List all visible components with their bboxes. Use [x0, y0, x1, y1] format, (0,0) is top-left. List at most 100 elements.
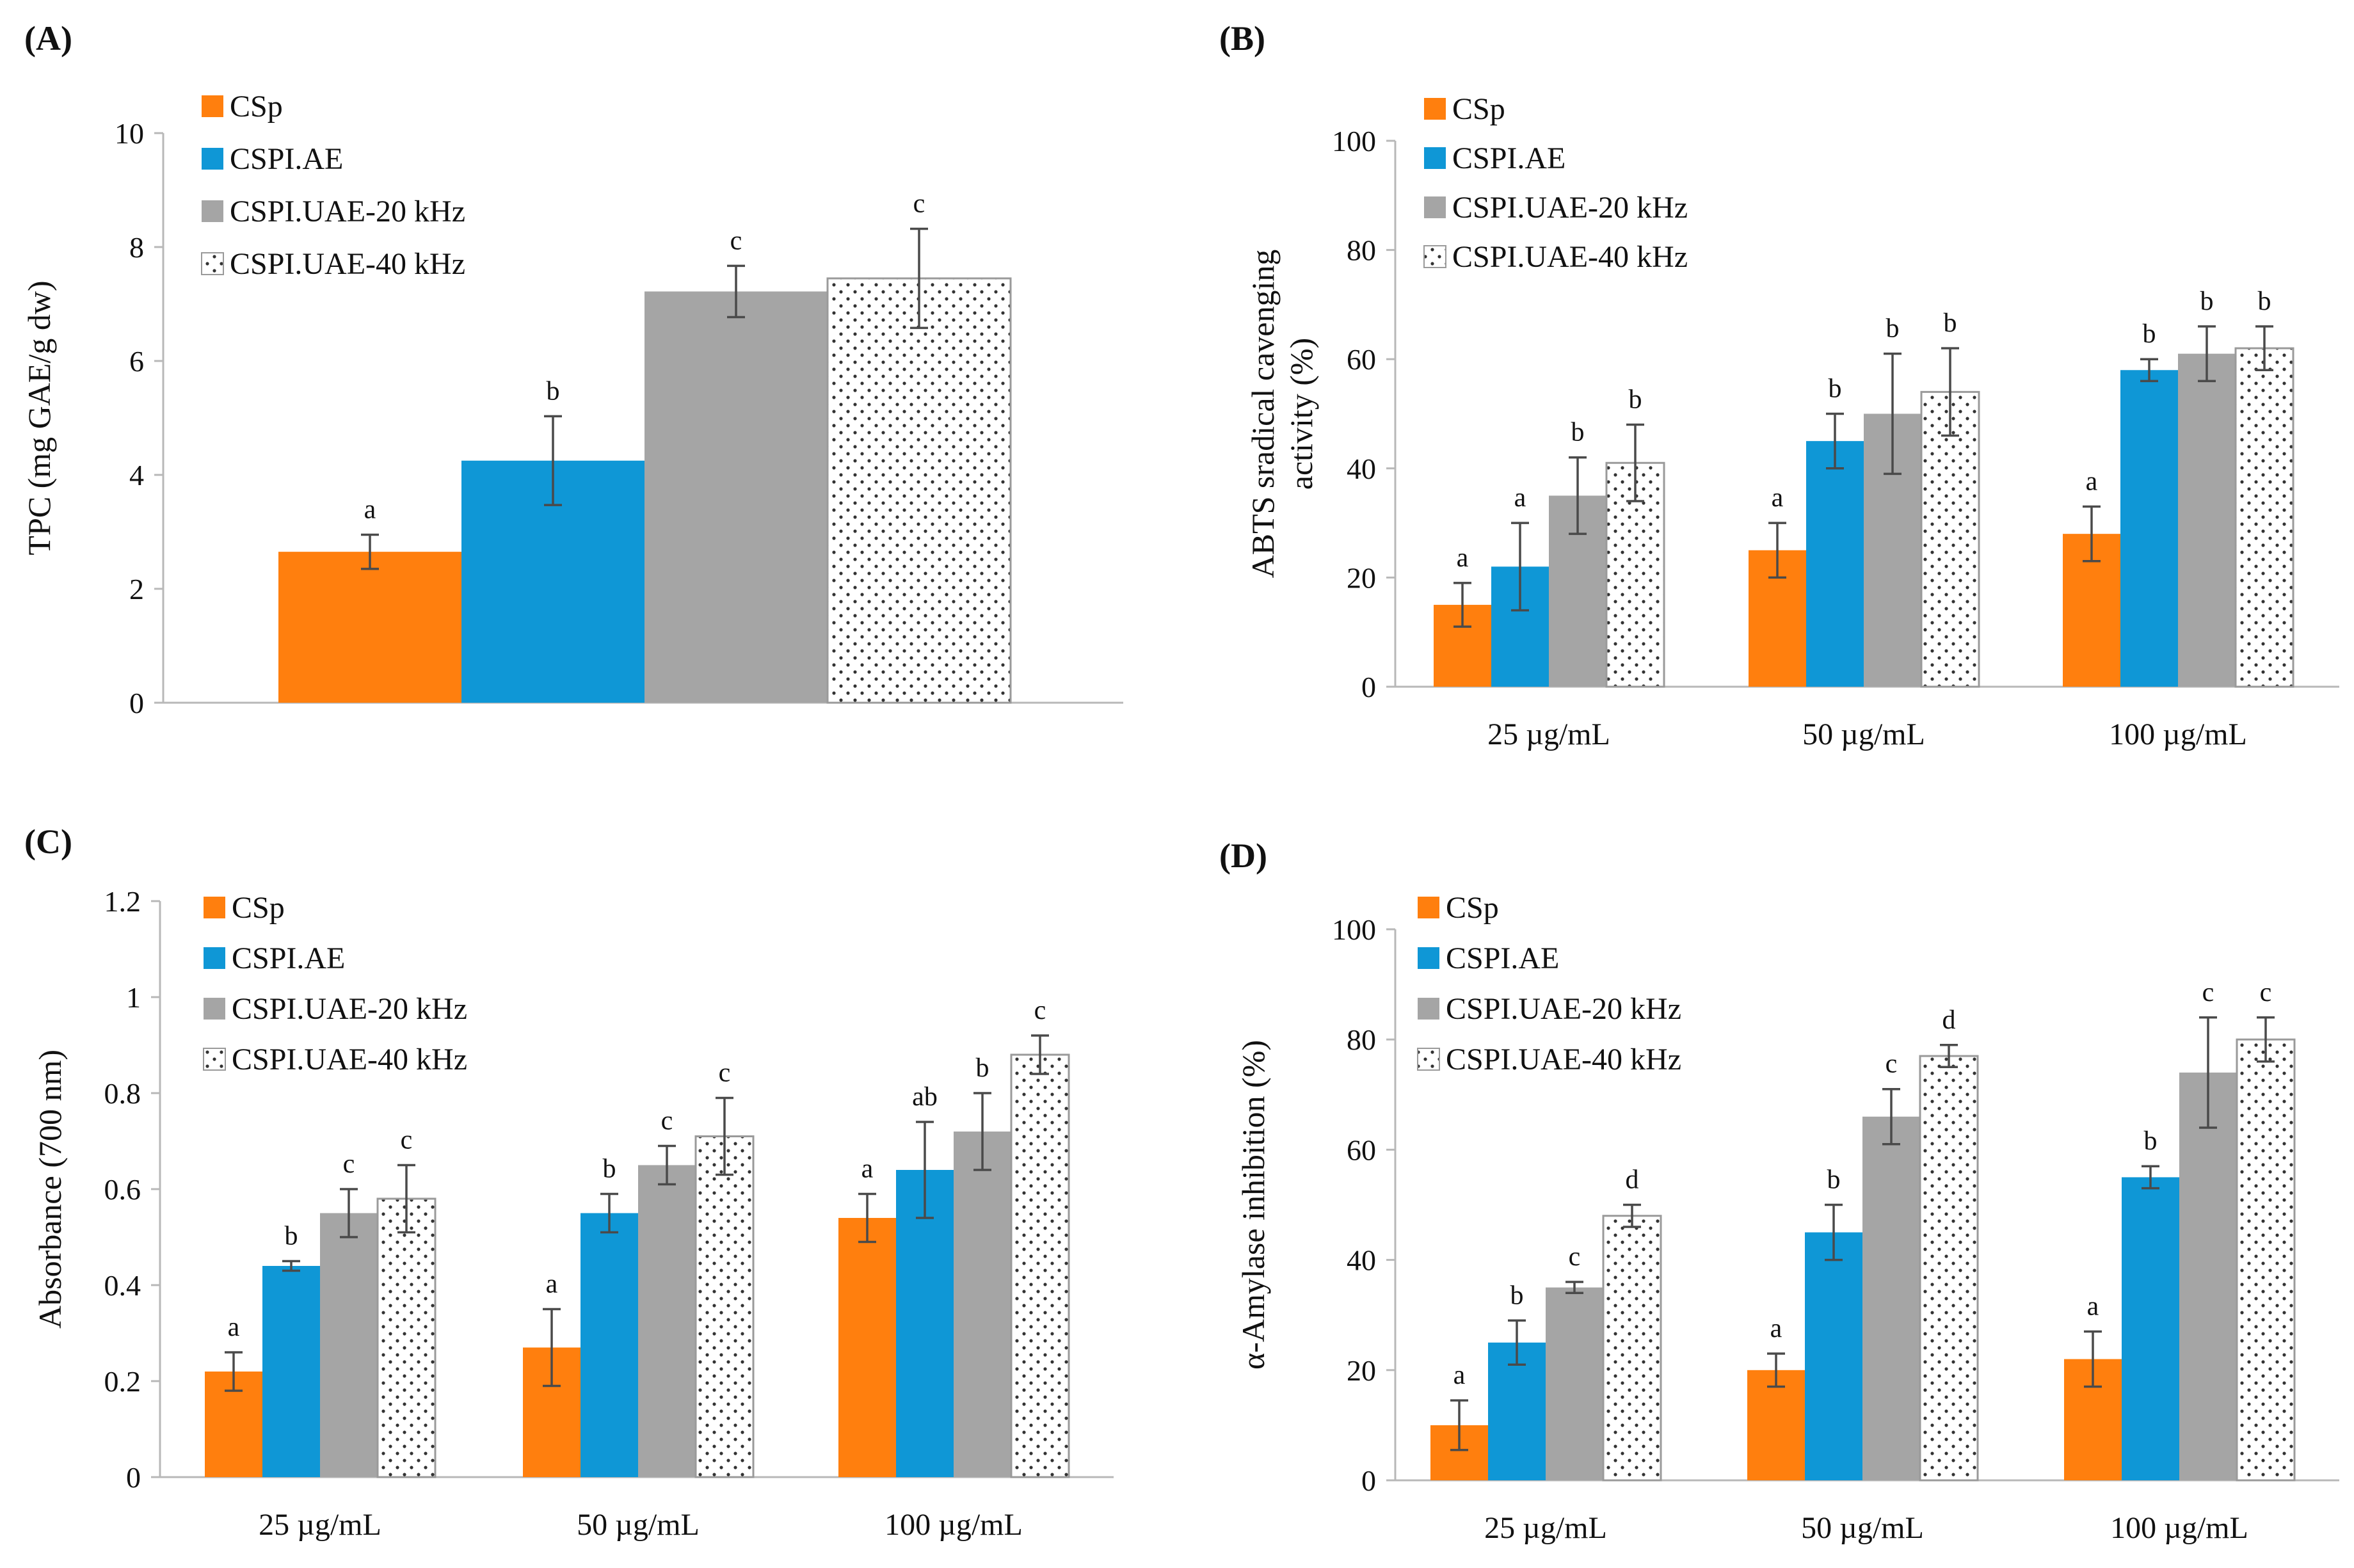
y-tick-label: 1.2 — [104, 885, 141, 918]
bar-cspi-uae-40-khz-0 — [376, 1197, 436, 1478]
significance-letter: b — [1571, 418, 1585, 447]
significance-letter: b — [1510, 1281, 1524, 1310]
bar-cspi-uae-40-khz-1 — [694, 1135, 755, 1478]
significance-letter: a — [1453, 1361, 1466, 1390]
y-tick-label: 40 — [1347, 452, 1376, 485]
bar-cspi-ae-2 — [2122, 1177, 2179, 1480]
significance-letter: b — [2200, 287, 2214, 316]
legend-swatch — [1418, 897, 1439, 918]
bar-cspi-ae-2 — [896, 1170, 954, 1477]
legend-swatch — [203, 1048, 226, 1071]
significance-letter: a — [228, 1313, 240, 1342]
legend-label: CSPI.UAE-40 kHz — [232, 1043, 467, 1076]
legend-label: CSPI.UAE-20 kHz — [230, 195, 465, 228]
category-label: 100 µg/mL — [2109, 717, 2247, 751]
legend-label: CSPI.UAE-40 kHz — [1452, 240, 1688, 274]
significance-letter: b — [603, 1155, 616, 1184]
bar-cspi-ae-1 — [580, 1213, 638, 1477]
y-axis-title: ABTS sradical cavengingactivity (%) — [1245, 250, 1319, 579]
y-tick-label: 20 — [1347, 1354, 1376, 1387]
significance-letter: b — [547, 376, 560, 406]
significance-letter: a — [2086, 467, 2098, 497]
significance-letter: b — [1944, 308, 1957, 338]
significance-letter: d — [1942, 1005, 1956, 1035]
legend-label: CSp — [1452, 92, 1505, 126]
bar-cspi-ae-1 — [1805, 1232, 1862, 1480]
category-label: 50 µg/mL — [1802, 717, 1925, 751]
significance-letter: c — [343, 1149, 355, 1179]
bar-cspi-uae-40-khz-1 — [1919, 1055, 1979, 1482]
bar-cspi-uae-20-khz-2 — [2179, 1072, 2237, 1480]
significance-letter: b — [1827, 1165, 1841, 1195]
significance-letter: c — [661, 1107, 673, 1136]
bar-csp-0 — [278, 552, 461, 703]
legend-swatch — [1424, 196, 1446, 218]
y-tick-label: 0.8 — [104, 1077, 141, 1110]
y-tick-label: 0 — [1361, 1464, 1376, 1497]
bar-cspi-uae-20-khz-0 — [320, 1213, 378, 1477]
legend: CSp CSPI.AE CSPI.UAE-20 kHz CSPI.UAE-40 kHz — [203, 891, 467, 1076]
significance-letter: b — [1829, 374, 1842, 404]
significance-letter: b — [1629, 385, 1642, 415]
y-tick-label: 2 — [129, 573, 144, 605]
y-tick-label: 80 — [1347, 234, 1376, 267]
legend: CSp CSPI.AE CSPI.UAE-20 kHz CSPI.UAE-40 kHz — [201, 90, 465, 281]
legend-label: CSPI.UAE-20 kHz — [1452, 191, 1688, 225]
bar-cspi-ae-1 — [1806, 441, 1864, 687]
significance-letter: a — [1457, 543, 1469, 573]
y-tick-label: 0 — [1361, 671, 1376, 703]
significance-letter: a — [861, 1155, 874, 1184]
y-tick-label: 6 — [129, 345, 144, 378]
legend-label: CSPI.UAE-40 kHz — [230, 247, 465, 281]
legend-label: CSp — [232, 891, 285, 925]
legend-label: CSPI.AE — [1446, 941, 1559, 975]
significance-letter: c — [913, 189, 925, 219]
significance-letter: a — [2087, 1292, 2099, 1322]
panel-label: (A) — [24, 19, 72, 58]
legend-label: CSPI.AE — [232, 941, 345, 975]
category-label: 50 µg/mL — [577, 1508, 700, 1542]
legend-label: CSPI.UAE-20 kHz — [232, 992, 467, 1026]
legend-swatch — [202, 95, 223, 117]
y-tick-label: 100 — [1332, 913, 1376, 946]
significance-letter: c — [2260, 978, 2272, 1007]
legend-swatch — [1424, 147, 1446, 169]
bar-cspi-uae-20-khz-0 — [645, 291, 828, 703]
category-label: 25 µg/mL — [1484, 1511, 1607, 1545]
bar-cspi-uae-20-khz-1 — [1862, 1116, 1920, 1480]
y-axis-title: α-Amylase inhibition (%) — [1235, 1040, 1271, 1370]
bar-cspi-ae-2 — [2120, 370, 2178, 687]
bar-cspi-uae-20-khz-2 — [954, 1132, 1011, 1477]
legend-swatch — [201, 252, 224, 275]
bar-cspi-ae-0 — [262, 1266, 320, 1477]
y-axis-title: Absorbance (700 nm) — [32, 1050, 68, 1329]
significance-letter: b — [2143, 319, 2156, 349]
legend-swatch — [1424, 98, 1446, 120]
bar-cspi-uae-40-khz-2 — [2234, 347, 2294, 688]
y-tick-label: 40 — [1347, 1244, 1376, 1277]
legend: CSp CSPI.AE CSPI.UAE-20 kHz CSPI.UAE-40 kHz — [1423, 92, 1688, 274]
y-tick-label: 10 — [115, 117, 144, 150]
y-tick-label: 100 — [1332, 125, 1376, 157]
significance-letter: c — [719, 1059, 731, 1088]
significance-letter: b — [2258, 287, 2271, 316]
y-axis-title: TPC (mg GAE/g dw) — [21, 280, 57, 555]
bar-cspi-uae-20-khz-0 — [1546, 1287, 1603, 1480]
significance-letter: b — [1886, 314, 1900, 344]
significance-letter: c — [1886, 1050, 1898, 1079]
y-tick-label: 4 — [129, 459, 144, 492]
legend-label: CSPI.AE — [1452, 141, 1565, 175]
category-label: 100 µg/mL — [2110, 1511, 2248, 1545]
panel-a: (A) 0 2 4 6 8 10 TPC (mg GAE/g dw) a b c c CSp CSPI.A… — [21, 19, 1123, 719]
bar-csp-1 — [1747, 1370, 1805, 1480]
significance-letter: a — [1770, 1314, 1782, 1343]
y-tick-label: 80 — [1347, 1023, 1376, 1056]
y-tick-label: 20 — [1347, 561, 1376, 594]
bar-cspi-uae-40-khz-1 — [1920, 390, 1980, 688]
y-tick-label: 0 — [129, 687, 144, 719]
y-tick-label: 60 — [1347, 343, 1376, 376]
category-label: 25 µg/mL — [259, 1508, 381, 1542]
bar-cspi-uae-20-khz-2 — [2178, 353, 2236, 687]
legend-swatch — [204, 998, 225, 1020]
